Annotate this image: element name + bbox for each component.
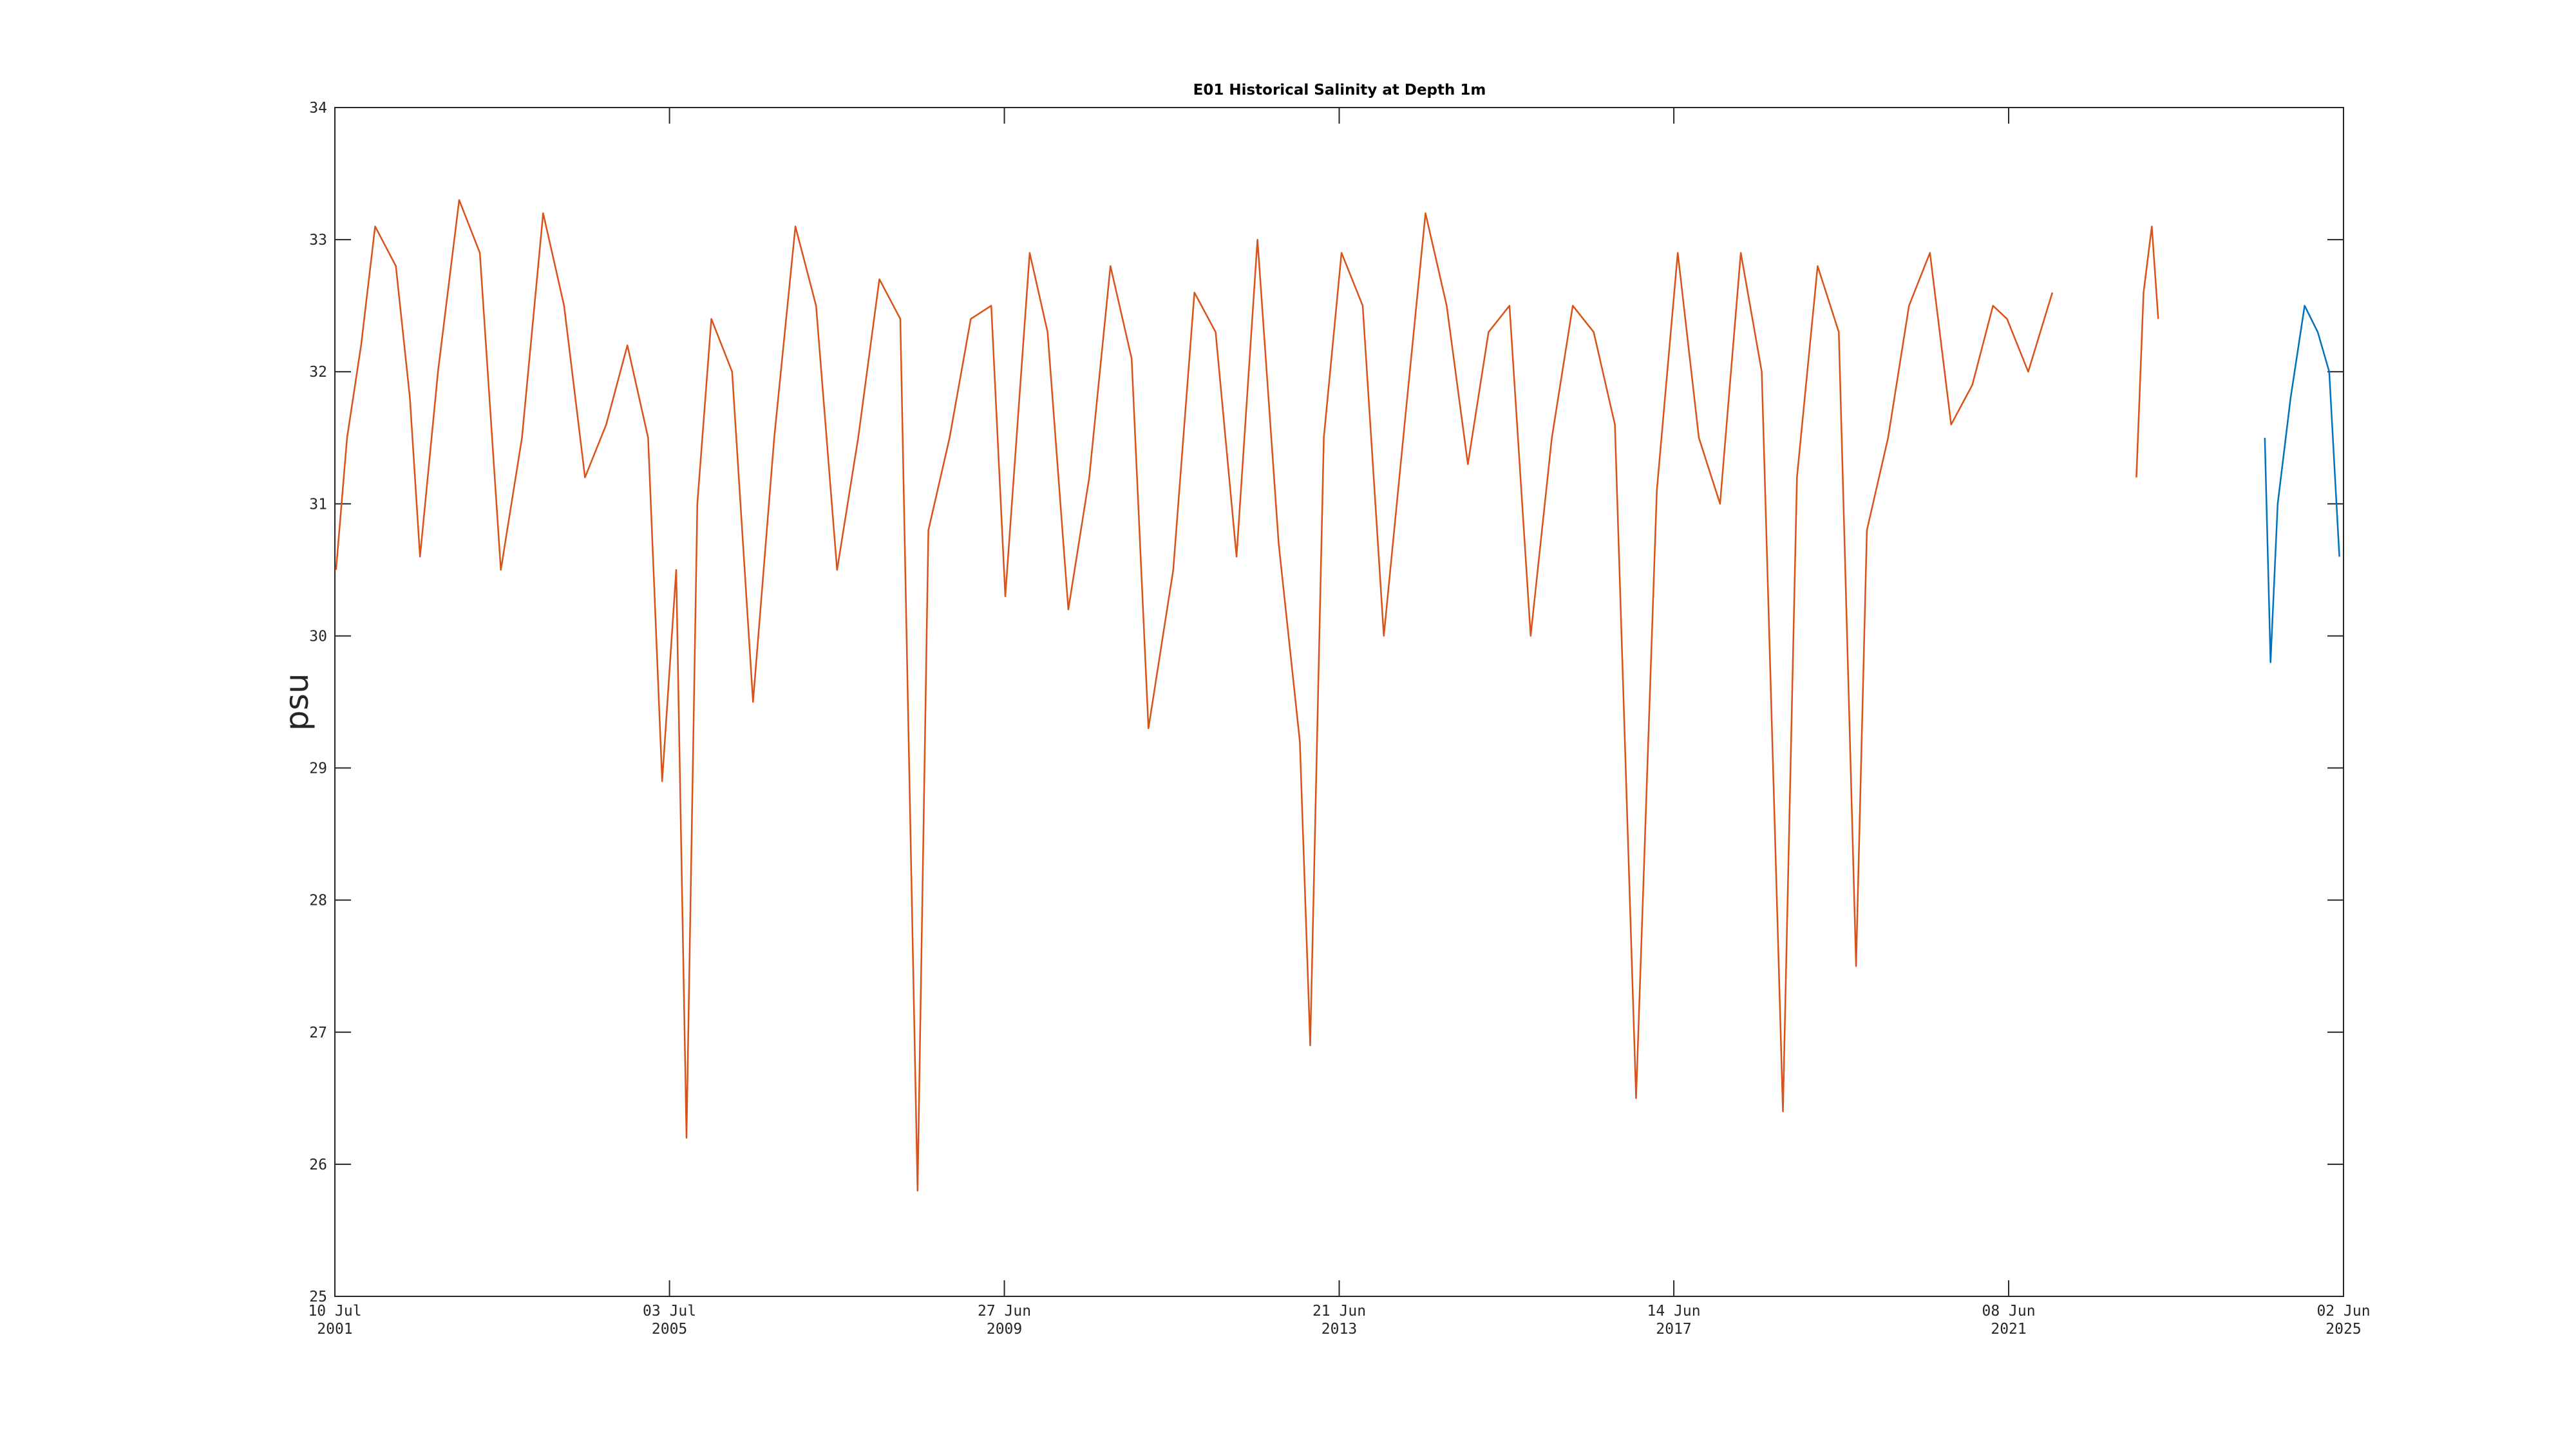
y-tick-label: 25 xyxy=(309,1289,327,1305)
x-tick-label: 14 Jun 2017 xyxy=(1647,1303,1701,1338)
y-tick-label: 30 xyxy=(309,628,327,645)
y-tick-label: 34 xyxy=(309,100,327,117)
x-tick-label: 27 Jun 2009 xyxy=(978,1303,1031,1338)
x-tick-label: 08 Jun 2021 xyxy=(1982,1303,2036,1338)
chart-title: E01 Historical Salinity at Depth 1m xyxy=(1193,82,1486,99)
axes-box xyxy=(334,107,2344,1297)
x-tick-label: 21 Jun 2013 xyxy=(1312,1303,1366,1338)
x-tick-label: 10 Jul 2001 xyxy=(308,1303,361,1338)
y-tick-label: 28 xyxy=(309,893,327,909)
y-tick-label: 26 xyxy=(309,1157,327,1173)
y-tick-label: 33 xyxy=(309,232,327,249)
y-axis-label: psu xyxy=(278,673,316,730)
series-line xyxy=(2264,305,2340,663)
series-line xyxy=(335,199,2159,1192)
y-tick-label: 32 xyxy=(309,364,327,381)
x-tick-label: 02 Jun 2025 xyxy=(2316,1303,2370,1338)
y-tick-label: 29 xyxy=(309,761,327,777)
x-tick-label: 03 Jul 2005 xyxy=(643,1303,696,1338)
y-tick-label: 31 xyxy=(309,496,327,513)
y-tick-label: 27 xyxy=(309,1025,327,1041)
